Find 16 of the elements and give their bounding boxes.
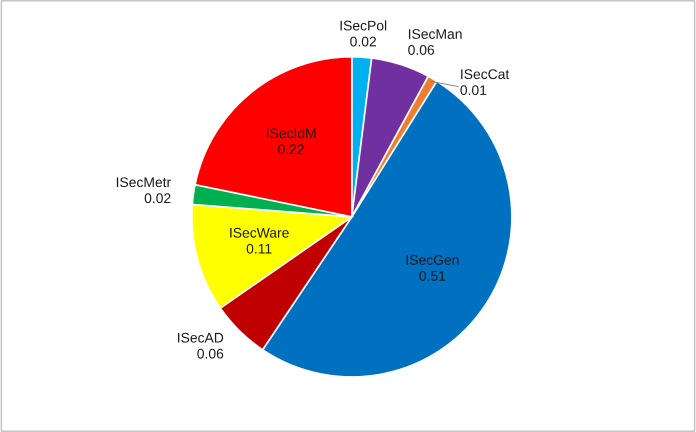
slice-label: ISecMetr [116,177,171,188]
slice-label: ISecAD [178,332,224,343]
slice-label: ISecIdM [266,128,316,138]
data-label: 0.02 [144,193,170,204]
data-label: 0.02 [350,36,376,46]
data-label: 0.22 [278,144,304,154]
slice-label: ISecWare [230,228,289,238]
data-label: 0.06 [408,45,434,55]
slice-label: ISecCat [461,69,510,80]
data-label: 0.06 [197,348,224,359]
data-label: 0.51 [419,271,446,281]
data-label: 0.01 [460,85,486,96]
data-label: 0.11 [246,244,272,254]
slice-label: ISecPol [340,20,386,31]
slice-label: ISecGen [406,255,459,265]
slice-label: ISecMan [408,29,462,39]
